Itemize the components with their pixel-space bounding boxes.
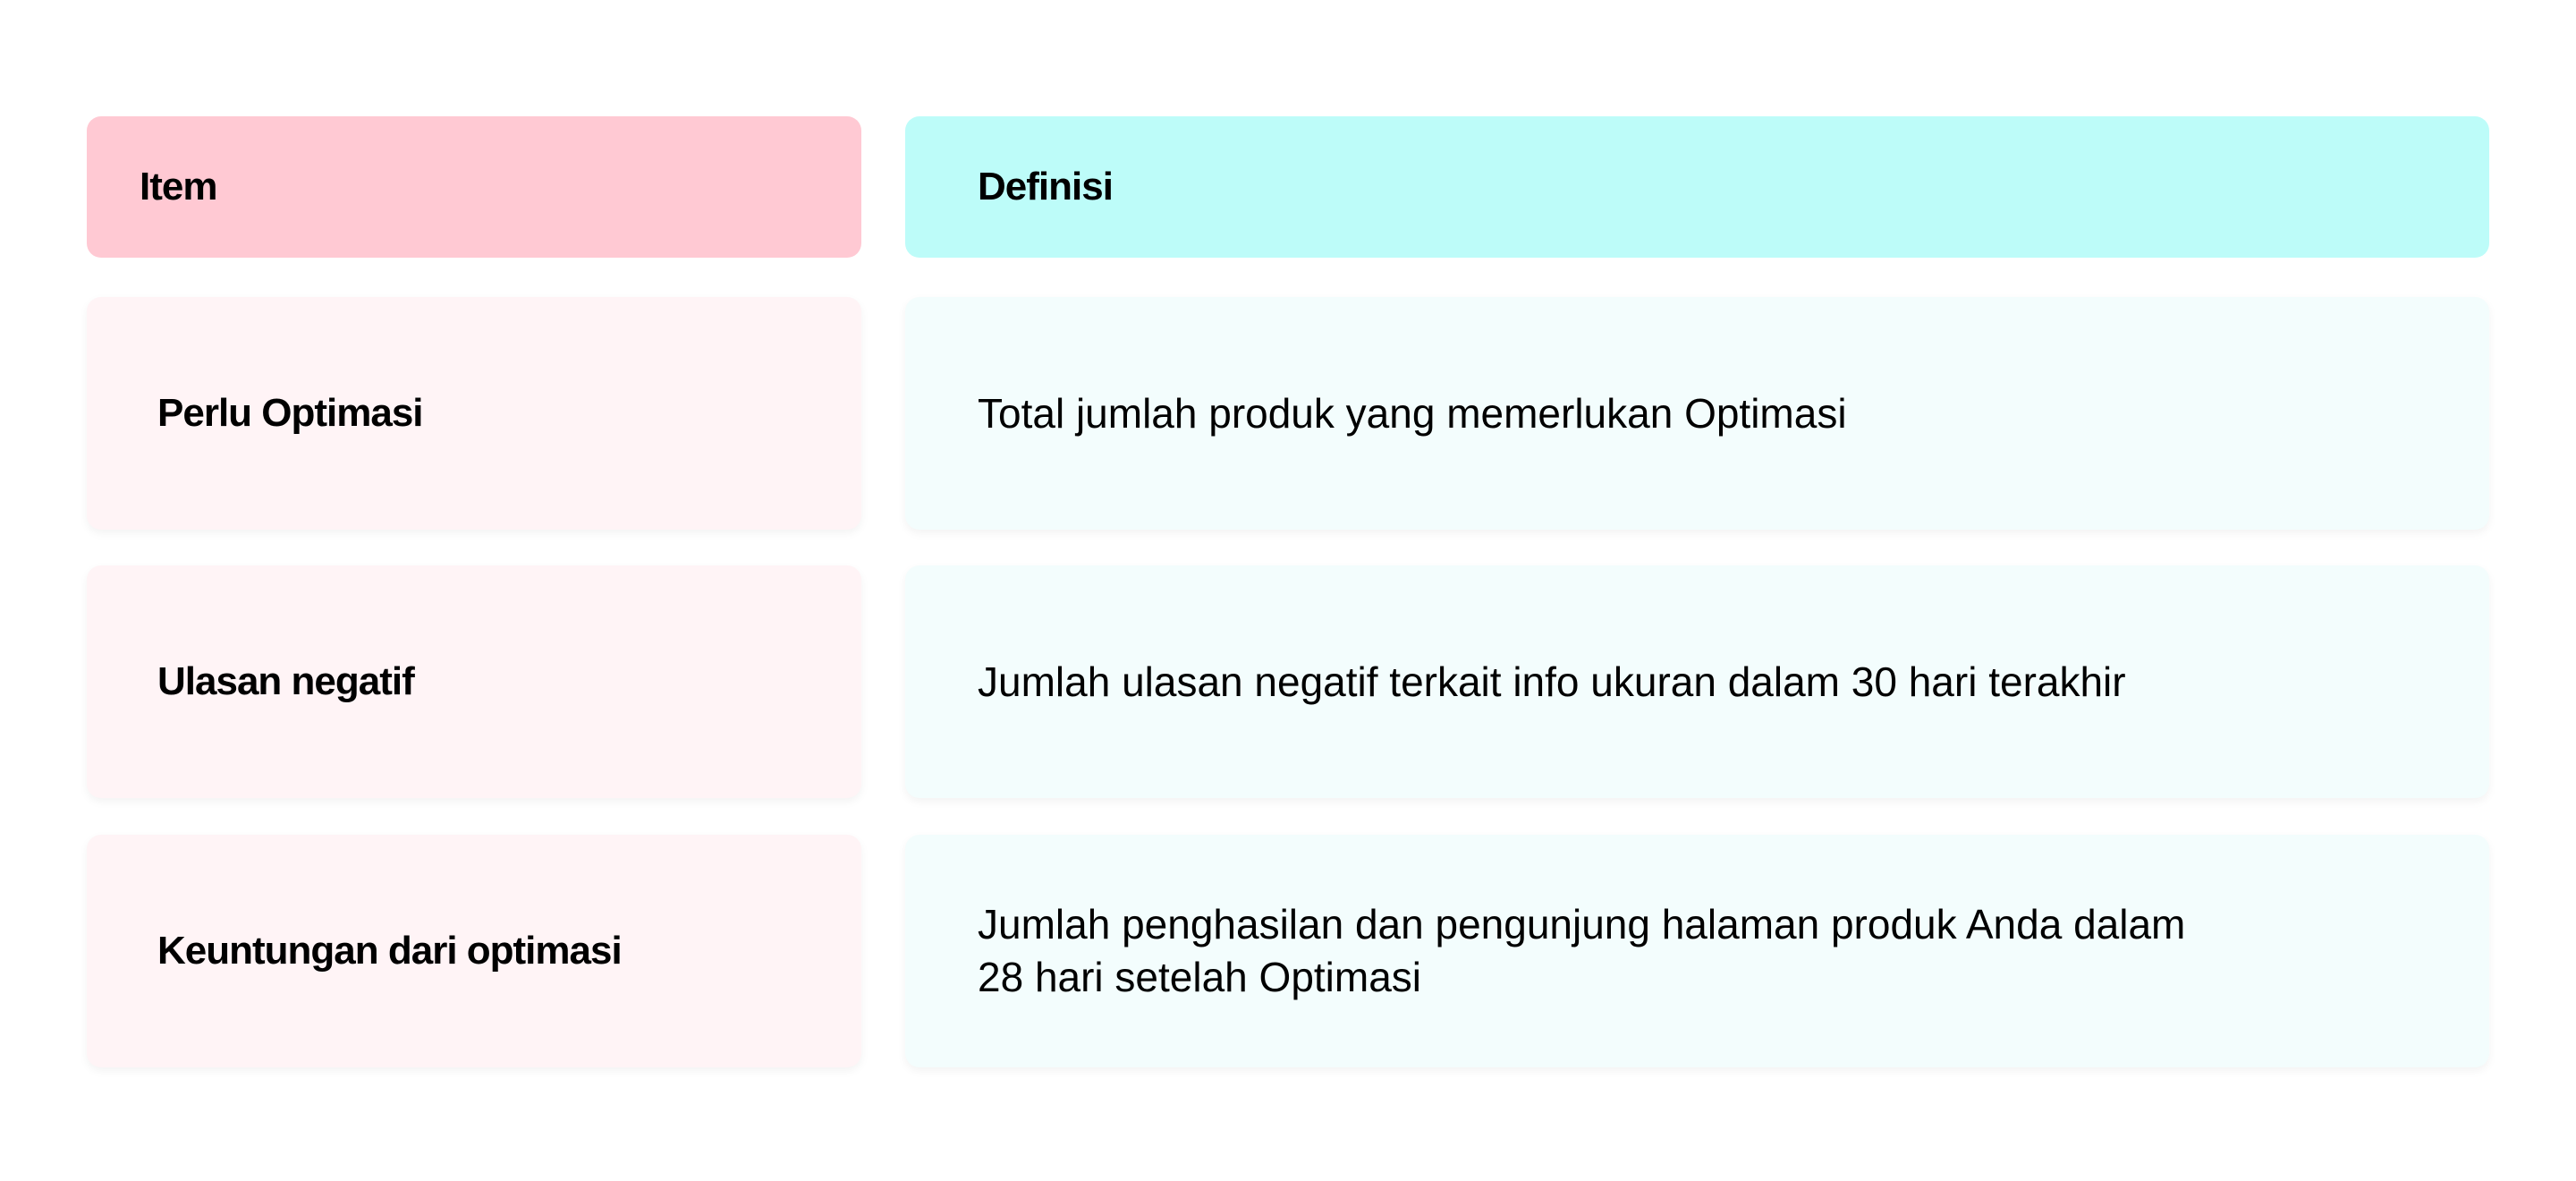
definition-text: Jumlah ulasan negatif terkait info ukura…: [978, 658, 2126, 705]
table-row-item-cell: Ulasan negatif: [87, 565, 861, 798]
item-label: Ulasan negatif: [157, 659, 415, 703]
table-row-item-cell: Perlu Optimasi: [87, 297, 861, 530]
table-row-item-cell: Keuntungan dari optimasi: [87, 835, 861, 1067]
item-label: Keuntungan dari optimasi: [157, 929, 623, 973]
definition-text: Jumlah penghasilan dan pengunjung halama…: [978, 901, 2186, 1000]
item-label: Perlu Optimasi: [157, 391, 424, 435]
header-definition-label: Definisi: [978, 165, 1114, 208]
table-row-definition-cell: Jumlah penghasilan dan pengunjung halama…: [905, 835, 2489, 1067]
definition-text: Total jumlah produk yang memerlukan Opti…: [978, 389, 1847, 437]
table-row-definition-cell: Jumlah ulasan negatif terkait info ukura…: [905, 565, 2489, 798]
header-definition: Definisi: [905, 116, 2489, 258]
table-row-definition-cell: Total jumlah produk yang memerlukan Opti…: [905, 297, 2489, 530]
header-item: Item: [87, 116, 861, 258]
header-item-label: Item: [140, 165, 217, 208]
